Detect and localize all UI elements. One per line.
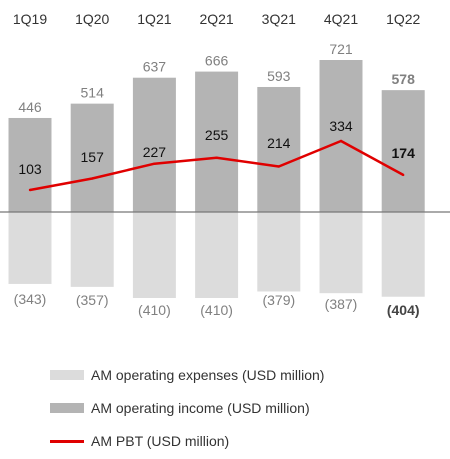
pbt-line-group (28, 139, 405, 192)
pbt-point-3q21 (277, 165, 280, 168)
expenses-bars (8, 212, 425, 298)
expense-bar-3q21 (257, 212, 301, 292)
legend-item-pbt: AM PBT (USD million) (50, 431, 229, 451)
legend-label-income: AM operating income (USD million) (91, 400, 310, 416)
pbt-label-2q21: 255 (205, 127, 229, 143)
expense-label-4q21: (387) (325, 296, 358, 312)
pbt-label-1q19: 103 (18, 161, 42, 177)
legend-swatch-income (50, 403, 84, 413)
income-label-3q21: 593 (267, 68, 291, 84)
pbt-label-1q20: 157 (81, 149, 105, 165)
expense-bar-1q21 (132, 212, 176, 298)
category-label-2q21: 2Q21 (199, 11, 233, 27)
income-bar-1q22 (381, 90, 425, 212)
category-label-1q19: 1Q19 (13, 11, 47, 27)
income-label-4q21: 721 (329, 41, 353, 57)
legend-swatch-expenses (50, 370, 84, 380)
legend-swatch-pbt (50, 439, 84, 443)
expense-bar-1q19 (8, 212, 52, 284)
pbt-label-1q21: 227 (143, 144, 167, 160)
income-label-1q19: 446 (18, 99, 42, 115)
pbt-label-1q22: 174 (392, 145, 416, 161)
expense-label-3q21: (379) (262, 292, 295, 308)
income-bars (8, 60, 425, 213)
pbt-point-1q22 (402, 173, 405, 177)
category-label-1q21: 1Q21 (137, 11, 171, 27)
pbt-label-4q21: 334 (329, 118, 353, 134)
expense-label-1q21: (410) (138, 302, 171, 318)
income-label-2q21: 666 (205, 53, 229, 69)
category-label-1q20: 1Q20 (75, 11, 109, 27)
category-label-1q22: 1Q22 (386, 11, 420, 27)
category-label-4q21: 4Q21 (324, 11, 358, 27)
income-bar-3q21 (257, 86, 301, 212)
income-label-1q20: 514 (81, 85, 105, 101)
pbt-point-1q19 (28, 188, 32, 192)
expense-bar-2q21 (195, 212, 239, 298)
pbt-point-1q20 (91, 177, 94, 180)
legend-label-expenses: AM operating expenses (USD million) (91, 367, 325, 383)
legend-item-income: AM operating income (USD million) (50, 398, 310, 418)
legend-item-expenses: AM operating expenses (USD million) (50, 365, 324, 385)
legend-label-pbt: AM PBT (USD million) (91, 433, 230, 449)
income-bar-4q21 (319, 60, 363, 212)
expense-bar-1q20 (70, 212, 114, 287)
income-bar-1q21 (132, 77, 176, 212)
expense-label-1q22: (404) (387, 302, 420, 318)
chart: 446 514 637 666 593 721 578 103 157 227 255 214 334 1… (0, 11, 450, 318)
income-label-1q21: 637 (143, 59, 167, 75)
pbt-point-4q21 (339, 139, 343, 143)
pbt-point-2q21 (215, 156, 218, 159)
expense-label-1q20: (357) (76, 292, 109, 308)
category-label-3q21: 3Q21 (262, 11, 296, 27)
expense-bar-4q21 (319, 212, 363, 294)
pbt-label-3q21: 214 (267, 135, 291, 151)
income-label-1q22: 578 (392, 71, 416, 87)
income-bar-1q19 (8, 117, 52, 212)
income-bar-2q21 (195, 71, 239, 213)
data-labels: 446 514 637 666 593 721 578 103 157 227 255 214 334 1… (14, 41, 420, 318)
pbt-point-1q21 (153, 162, 156, 165)
expense-label-1q19: (343) (14, 291, 47, 307)
category-labels: 1Q19 1Q20 1Q21 2Q21 3Q21 4Q21 1Q22 (13, 11, 421, 27)
expense-bar-1q22 (381, 212, 425, 297)
income-bar-1q20 (70, 103, 114, 212)
expense-label-2q21: (410) (200, 302, 233, 318)
